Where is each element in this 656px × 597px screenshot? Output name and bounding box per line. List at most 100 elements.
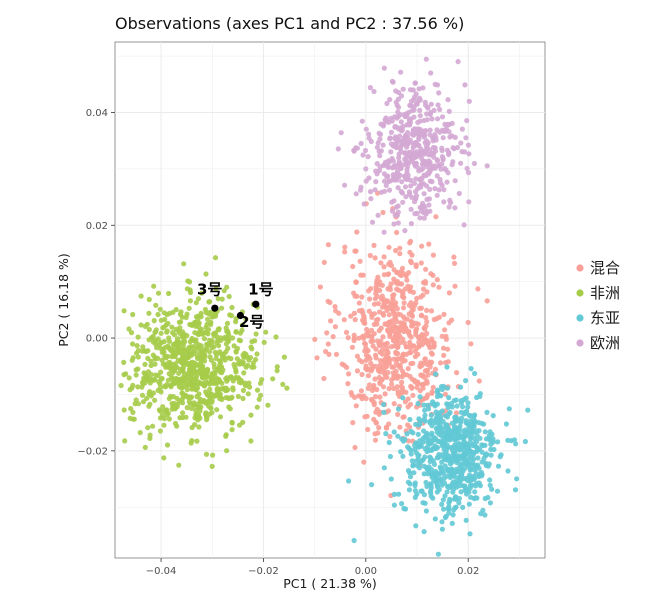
data-point [386,244,392,250]
data-point [407,401,414,407]
data-point [157,385,163,391]
data-point [254,404,260,410]
data-point [431,461,438,467]
data-point [447,496,453,502]
data-point [368,138,374,145]
data-point [432,403,438,409]
data-point [194,438,200,444]
data-point [369,314,375,320]
data-point [451,507,457,513]
data-point [403,344,409,350]
data-point [386,386,392,392]
data-point [213,286,219,292]
data-point [406,311,412,317]
data-point [325,242,331,248]
data-point [212,255,219,261]
data-point [427,127,433,133]
data-point [363,357,369,363]
data-point [419,457,425,463]
data-point [372,187,378,193]
data-point [455,59,461,65]
data-point [181,261,187,267]
data-point [468,366,474,372]
data-point [348,313,354,319]
data-point [133,372,139,378]
data-point [144,373,150,379]
data-point [211,333,217,339]
annotations: 1号 2号 3号 [197,281,274,331]
data-point [228,375,234,381]
data-point [372,394,379,400]
data-point [199,290,205,296]
data-point [372,255,378,261]
data-point [417,113,423,119]
data-point [263,329,269,335]
data-point [363,166,369,172]
data-point [207,354,213,360]
data-point [159,357,165,363]
data-point [442,166,448,172]
data-point [434,277,440,283]
data-point [157,408,163,414]
data-point [454,144,461,151]
data-point [405,164,411,170]
data-point [431,445,437,451]
data-point [351,332,357,338]
data-point [417,215,423,221]
data-point [395,406,402,412]
data-point [454,370,460,376]
data-point [416,339,422,345]
data-point [419,488,425,494]
data-point [404,431,410,437]
data-point [439,501,445,507]
data-point [387,330,393,336]
data-point [439,114,446,120]
data-point [233,369,239,375]
data-point [433,476,439,482]
data-point [346,371,352,377]
data-point [412,480,418,486]
data-point [398,355,404,361]
data-point [417,107,423,113]
data-point [451,254,457,260]
data-point [467,531,473,537]
data-point [392,123,398,130]
data-point [139,379,146,385]
data-point [412,80,418,86]
data-point [406,121,412,127]
data-point [440,345,447,351]
data-point [257,380,264,386]
data-point [417,388,423,394]
data-point [121,308,127,314]
data-point [203,347,209,353]
data-point [170,379,176,385]
data-point [380,364,386,370]
data-point [166,416,172,422]
data-point [452,178,458,184]
data-point [466,501,472,507]
data-point [248,438,254,444]
data-point [424,289,430,295]
data-point [487,500,493,506]
data-point [362,341,369,347]
data-point [446,150,452,156]
data-point [240,395,246,402]
data-point [366,288,372,294]
data-point [245,391,251,397]
data-point [405,141,411,147]
data-point [414,326,420,332]
data-point [243,316,249,322]
series-2 [118,255,290,469]
data-point [456,190,462,197]
data-point [382,373,389,379]
y-tick-label: −0.02 [77,446,108,457]
data-point [413,101,419,107]
data-point [198,370,204,376]
data-point [415,441,421,447]
data-point [186,366,193,372]
data-point [178,309,184,315]
data-point [381,264,387,270]
data-point [410,144,416,151]
data-point [445,359,451,365]
data-point [237,330,243,336]
